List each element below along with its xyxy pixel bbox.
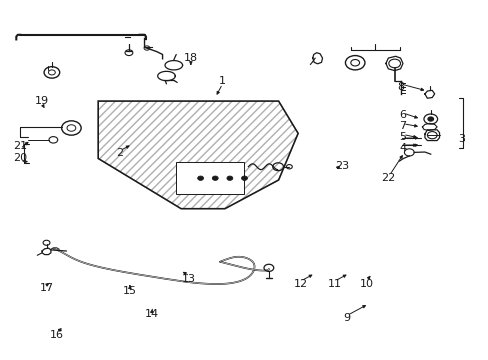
- Text: 4: 4: [399, 143, 406, 153]
- Text: 17: 17: [40, 283, 54, 293]
- Polygon shape: [98, 101, 298, 209]
- Circle shape: [427, 117, 433, 121]
- Text: 14: 14: [144, 310, 159, 319]
- Text: 1: 1: [219, 76, 225, 86]
- Text: 19: 19: [35, 96, 49, 106]
- Text: 20: 20: [13, 153, 27, 163]
- Text: 9: 9: [343, 313, 350, 323]
- Text: 5: 5: [399, 132, 406, 142]
- Text: 18: 18: [183, 53, 198, 63]
- Text: 11: 11: [327, 279, 341, 289]
- Text: 10: 10: [359, 279, 373, 289]
- Circle shape: [197, 176, 203, 180]
- Bar: [176, 162, 244, 194]
- Text: 16: 16: [50, 330, 63, 340]
- Circle shape: [212, 176, 218, 180]
- Text: 21: 21: [13, 141, 27, 151]
- Text: 3: 3: [457, 134, 464, 144]
- Text: 15: 15: [122, 286, 137, 296]
- Text: 22: 22: [381, 173, 395, 183]
- Circle shape: [226, 176, 232, 180]
- Text: 12: 12: [293, 279, 307, 289]
- Text: 13: 13: [181, 274, 195, 284]
- Text: 23: 23: [334, 161, 348, 171]
- Text: 6: 6: [399, 111, 406, 121]
- Circle shape: [241, 176, 247, 180]
- Text: 2: 2: [116, 148, 123, 158]
- Text: 8: 8: [396, 82, 403, 92]
- Text: 7: 7: [399, 121, 406, 131]
